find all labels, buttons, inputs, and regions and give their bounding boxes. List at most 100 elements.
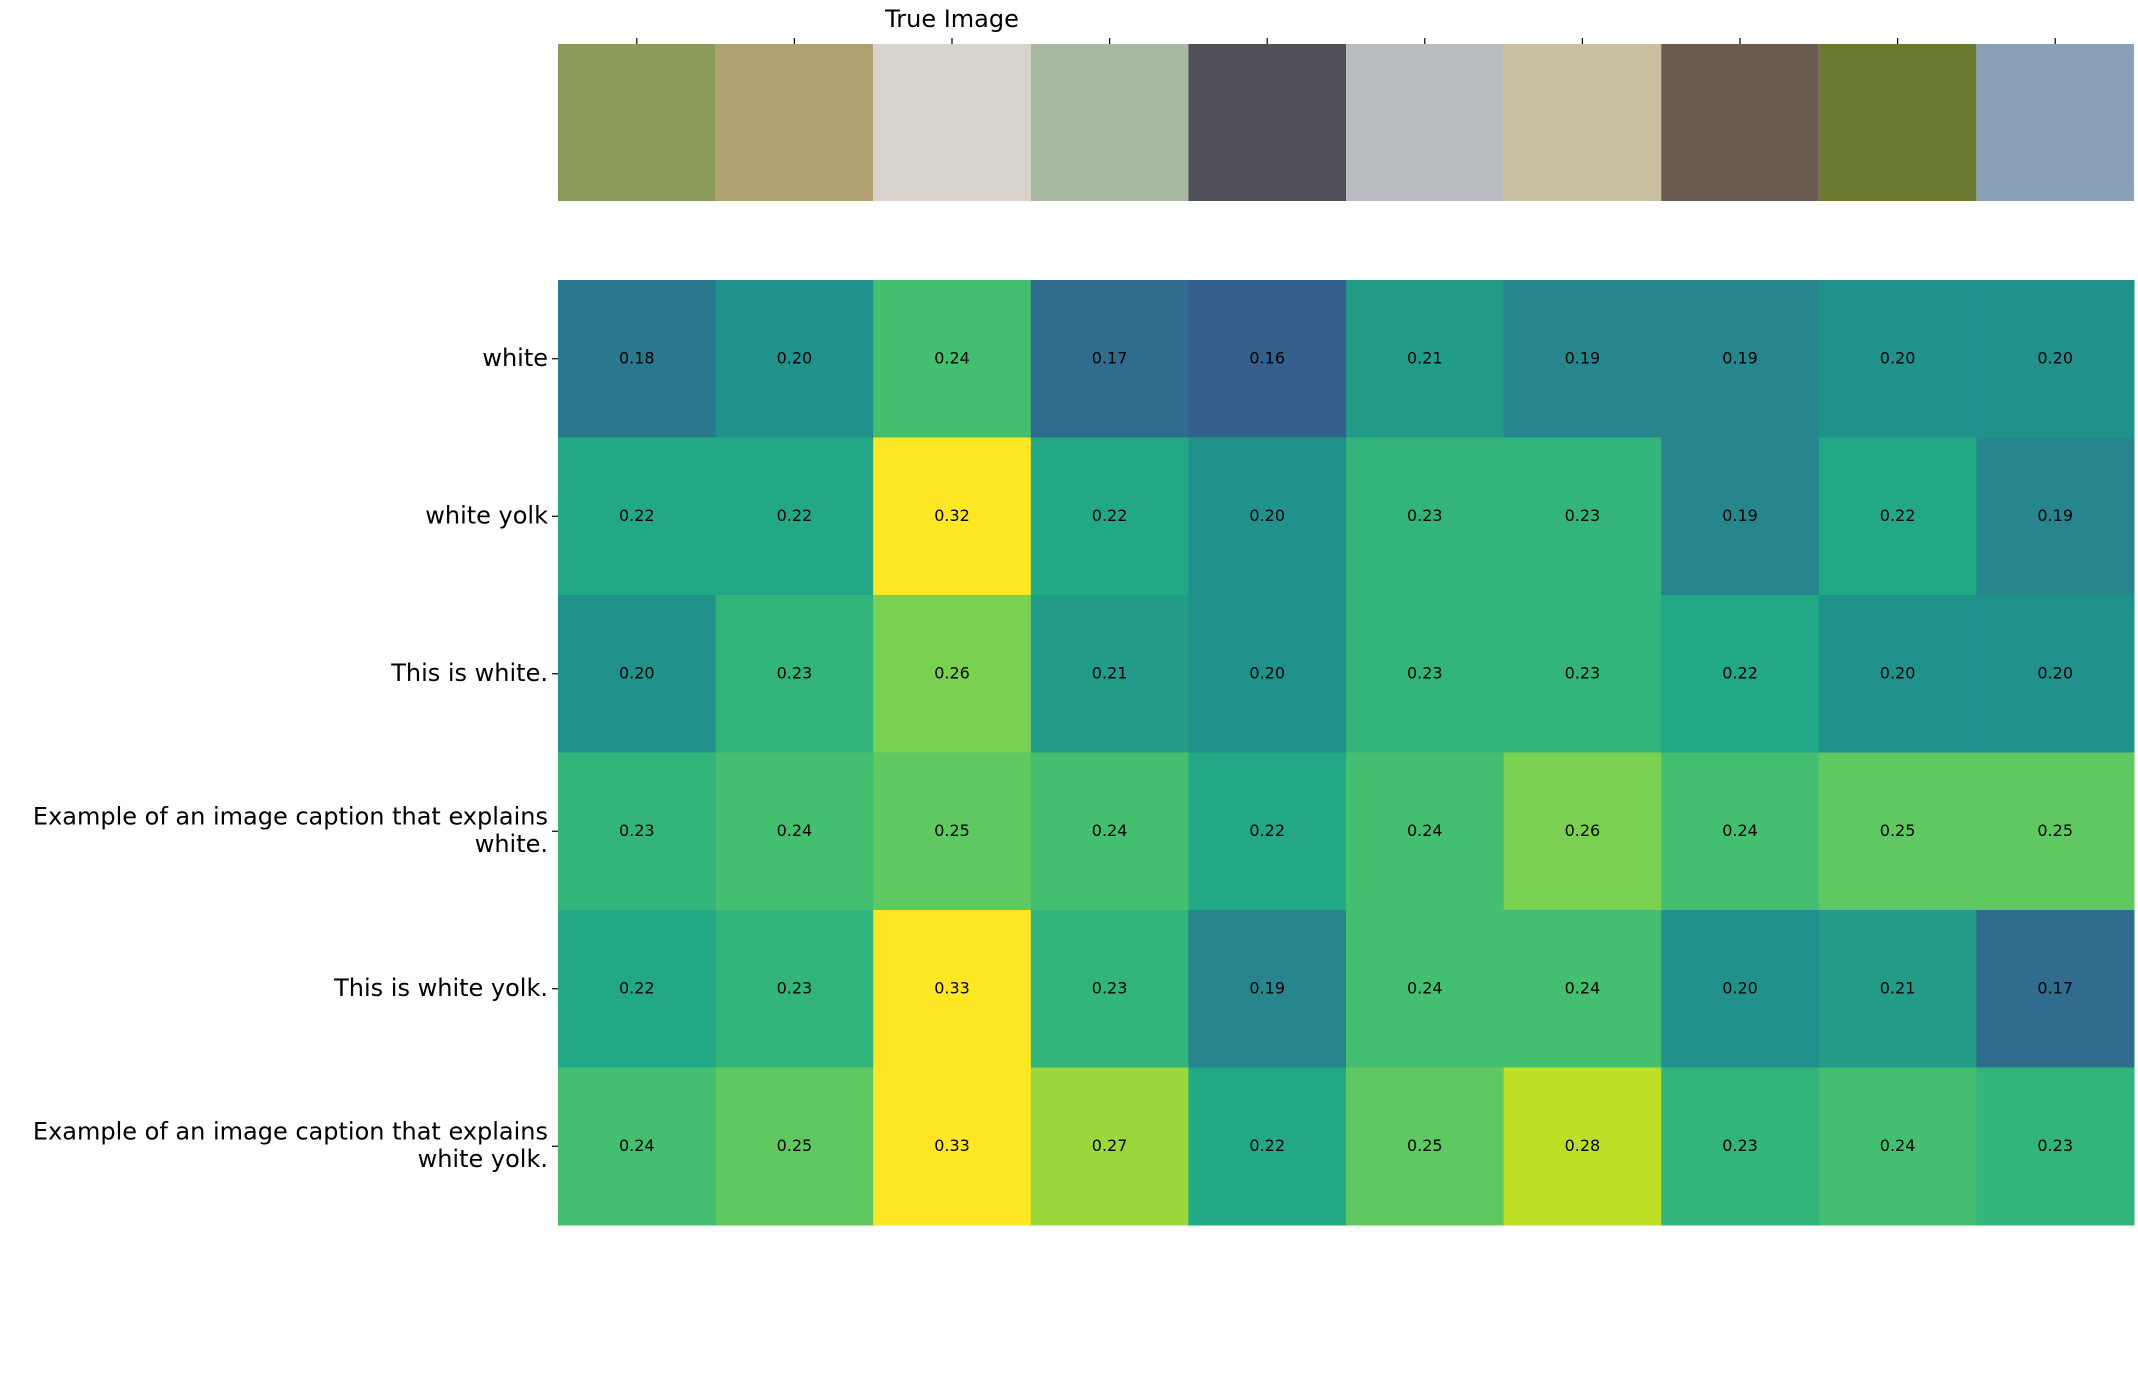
heatmap-cell (1976, 752, 2135, 911)
cell-label: 0.27 (1092, 1136, 1128, 1155)
cell-label: 0.20 (1249, 663, 1285, 682)
thumbnail (558, 44, 716, 201)
cell-label: 0.19 (1722, 348, 1758, 367)
cell-label: 0.20 (1880, 348, 1916, 367)
heatmap-cell (1030, 752, 1189, 911)
cell-label: 0.21 (1880, 978, 1916, 997)
y-tick-label: This is white. (390, 659, 548, 687)
cell-label: 0.18 (619, 348, 655, 367)
heatmap-cell (1818, 280, 1977, 438)
cell-label: 0.24 (1722, 821, 1758, 840)
heatmap-cell (1346, 437, 1505, 596)
cell-label: 0.26 (1565, 821, 1601, 840)
heatmap-cell (1030, 595, 1189, 753)
cell-label: 0.20 (2037, 663, 2073, 682)
cell-label: 0.21 (1092, 663, 1128, 682)
cell-label: 0.22 (619, 978, 655, 997)
cell-label: 0.25 (934, 821, 970, 840)
cell-label: 0.23 (1565, 506, 1601, 525)
cell-label: 0.25 (2037, 821, 2073, 840)
heatmap-cell (1503, 1067, 1662, 1226)
heatmap-cell (715, 280, 874, 438)
heatmap-cell (715, 1067, 874, 1226)
heatmap-cell (1818, 1067, 1977, 1226)
cell-label: 0.20 (2037, 348, 2073, 367)
heatmap-cell (558, 595, 717, 753)
cell-label: 0.23 (1722, 1136, 1758, 1155)
cell-label: 0.22 (1722, 663, 1758, 682)
heatmap-cell (873, 595, 1032, 753)
heatmap-cell (1818, 595, 1977, 753)
heatmap-cell (1503, 752, 1662, 911)
cell-label: 0.22 (1092, 506, 1128, 525)
cell-label: 0.22 (777, 506, 813, 525)
heatmap-cell (873, 437, 1032, 596)
cell-label: 0.20 (619, 663, 655, 682)
cell-label: 0.20 (1880, 663, 1916, 682)
cell-label: 0.24 (1565, 978, 1601, 997)
cell-label: 0.19 (2037, 506, 2073, 525)
cell-label: 0.23 (777, 663, 813, 682)
cell-label: 0.17 (1092, 348, 1128, 367)
cell-label: 0.25 (1407, 1136, 1443, 1155)
cell-label: 0.23 (1407, 663, 1443, 682)
cell-label: 0.20 (1249, 506, 1285, 525)
cell-label: 0.24 (1407, 978, 1443, 997)
y-tick-label: white yolk (425, 501, 548, 529)
cell-label: 0.20 (1722, 978, 1758, 997)
cell-label: 0.17 (2037, 978, 2073, 997)
heatmap-cell (1976, 280, 2135, 438)
heatmap-cell (1188, 595, 1347, 753)
cell-label: 0.22 (1249, 1136, 1285, 1155)
cell-label: 0.23 (777, 978, 813, 997)
thumbnail (1503, 44, 1662, 201)
cell-label: 0.19 (1565, 348, 1601, 367)
thumbnail (873, 44, 1031, 201)
y-tick-label: Example of an image caption that explain… (33, 802, 548, 858)
cell-label: 0.33 (934, 978, 970, 997)
thumbnail (1976, 44, 2134, 201)
heatmap-cell (1976, 1067, 2135, 1226)
cell-label: 0.22 (619, 506, 655, 525)
cell-label: 0.19 (1722, 506, 1758, 525)
cell-label: 0.23 (619, 821, 655, 840)
heatmap-cell (873, 752, 1032, 911)
heatmap-cell (1346, 752, 1505, 911)
heatmap-cell (1661, 752, 1820, 911)
heatmap-cell (715, 752, 874, 911)
y-tick-label: This is white yolk. (333, 974, 548, 1002)
heatmap-cell (1661, 437, 1820, 596)
heatmap-cell (1188, 280, 1347, 438)
heatmap-cell (558, 752, 717, 911)
heatmap-cell (1030, 437, 1189, 596)
heatmap-cell (1503, 910, 1662, 1068)
y-tick-label: white (482, 344, 548, 372)
heatmap-cell (1346, 910, 1505, 1068)
heatmap-cell (1503, 280, 1662, 438)
heatmap-cell (1188, 1067, 1347, 1226)
cell-label: 0.24 (777, 821, 813, 840)
cell-label: 0.16 (1249, 348, 1285, 367)
heatmap-cell (1346, 280, 1505, 438)
cell-label: 0.24 (1407, 821, 1443, 840)
heatmap-cell (1030, 1067, 1189, 1226)
cell-label: 0.23 (1565, 663, 1601, 682)
cell-label: 0.23 (1407, 506, 1443, 525)
heatmap-cell (715, 910, 874, 1068)
cell-label: 0.21 (1407, 348, 1443, 367)
heatmap-cell (1346, 595, 1505, 753)
cell-label: 0.20 (777, 348, 813, 367)
thumbnail (1818, 44, 1977, 201)
cell-label: 0.22 (1249, 821, 1285, 840)
heatmap-cell (1818, 910, 1977, 1068)
cell-label: 0.32 (934, 506, 970, 525)
heatmap-cell (558, 437, 717, 596)
heatmap-cell (1188, 437, 1347, 596)
heatmap-cell (1976, 595, 2135, 753)
cell-label: 0.25 (1880, 821, 1916, 840)
cell-label: 0.26 (934, 663, 970, 682)
cell-label: 0.19 (1249, 978, 1285, 997)
cell-label: 0.24 (1880, 1136, 1916, 1155)
x-label: True Image (884, 5, 1019, 33)
